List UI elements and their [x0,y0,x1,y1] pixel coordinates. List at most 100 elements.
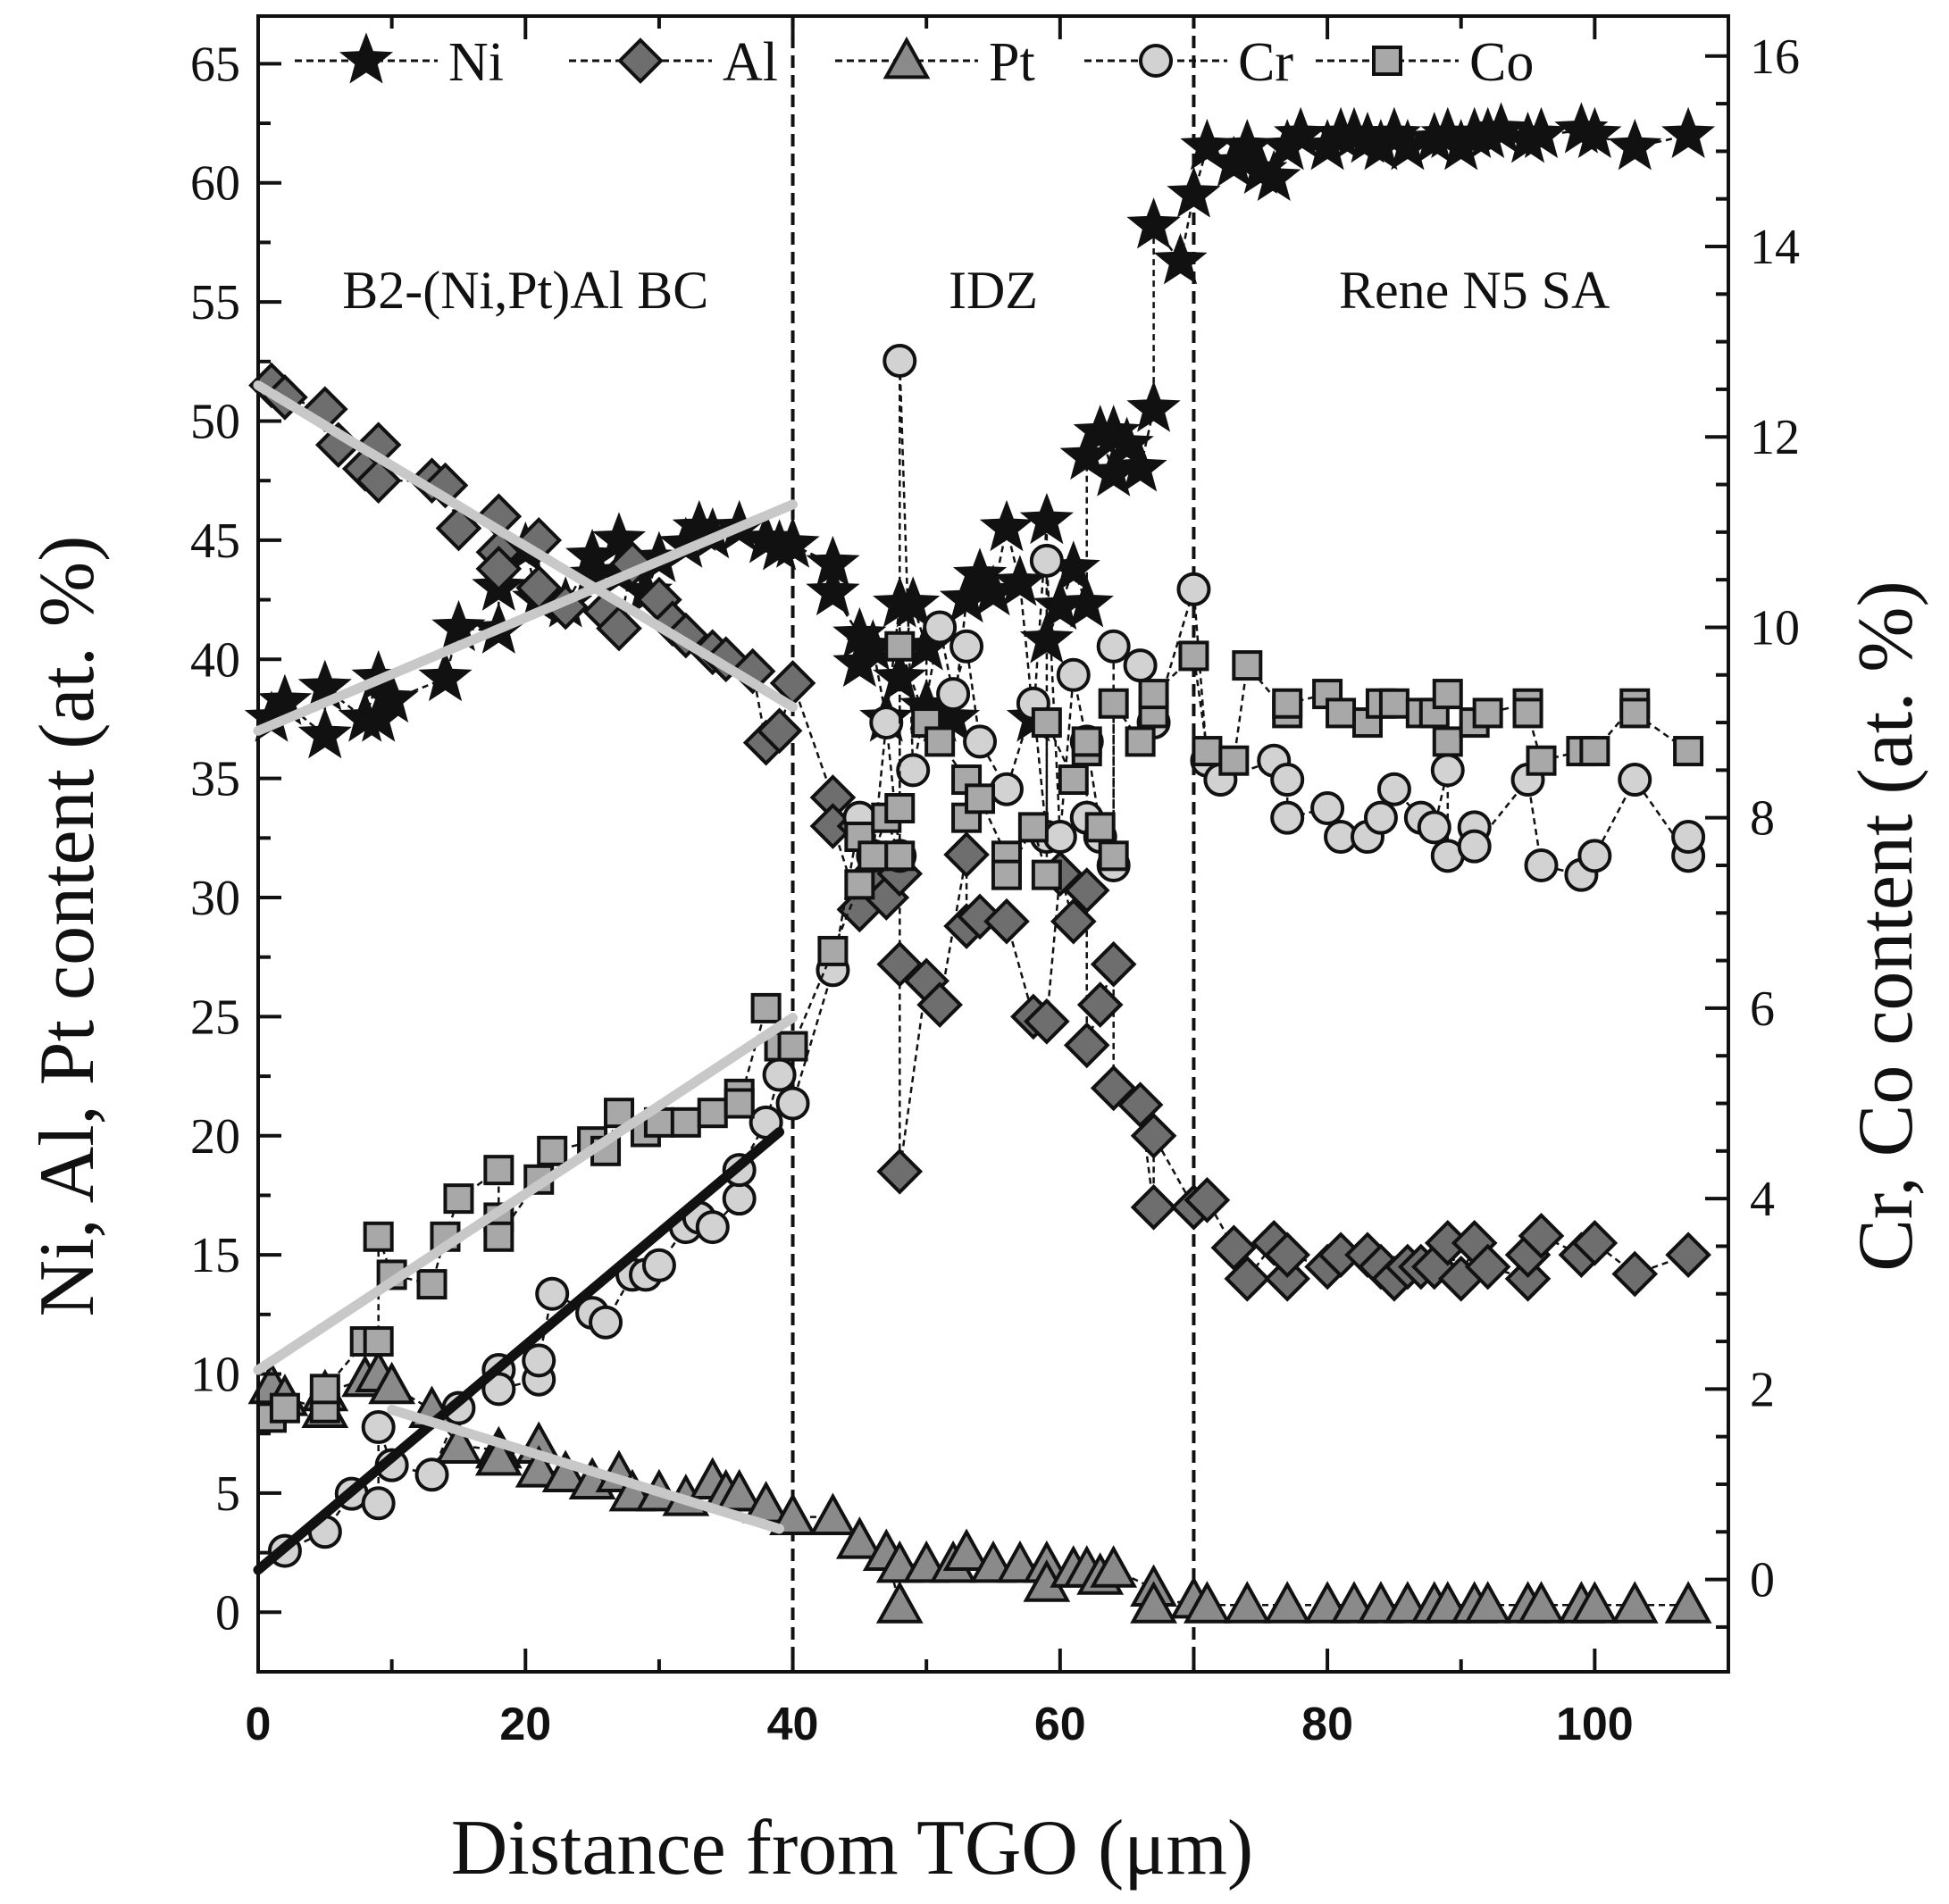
data-point-co [965,783,996,814]
data-point-co [604,1098,635,1129]
y-left-tick-label: 5 [215,1466,240,1522]
data-point-al [1076,981,1124,1028]
legend-marker [617,38,664,84]
data-point-co [363,1221,394,1252]
trend-line [253,380,799,713]
data-point-pt [835,1516,883,1559]
data-point-ni [1514,106,1568,158]
data-point-al [1571,1219,1619,1266]
data-point-co [777,1031,808,1062]
data-point-ni [1100,416,1154,468]
x-tick-label: 0 [246,1699,272,1750]
axes: 0 20 40 60 80 100 05101520253035404550556065 … [190,14,1800,1750]
data-point-co [1673,736,1704,767]
data-point-co [1218,745,1250,776]
data-point-cr [1363,800,1398,835]
region-label: IDZ [949,261,1038,320]
x-tick-label: 40 [767,1699,819,1750]
data-point-co [750,992,782,1023]
data-point-ni [1153,233,1208,285]
data-point-pt [1464,1581,1512,1624]
data-point-ni [1126,197,1181,249]
data-point-ni [1247,149,1301,201]
legend-label: Cr [1238,32,1293,93]
data-point-al [983,898,1030,945]
data-point-pt [1610,1581,1659,1624]
data-point-al [1117,1081,1164,1128]
data-point-cr [963,724,998,759]
y-left-tick-label: 30 [190,871,240,926]
x-tick-label: 80 [1301,1699,1353,1750]
data-point-co [269,1392,300,1424]
data-point-co [1579,736,1610,767]
data-point-co [416,1269,448,1300]
data-point-ni [806,564,860,616]
data-point-ni [1568,106,1622,158]
data-point-ni [1019,492,1074,545]
series-co [255,630,1704,1433]
data-point-co [1432,679,1463,710]
data-point-co [1098,688,1129,719]
y-right-tick-label: 0 [1750,1553,1775,1608]
data-point-co [817,935,849,966]
data-point-co [1138,679,1169,710]
data-point-al [1024,998,1070,1045]
data-point-cr [1042,820,1077,855]
data-point-al [1518,1212,1565,1259]
y-left-tick-label: 40 [190,632,240,688]
data-point-pt [1130,1581,1177,1624]
data-point-pt [809,1492,857,1536]
y-left-tick-label: 45 [190,514,240,569]
data-point-ni [1019,612,1074,664]
y-left-axis-title: Ni, Al, Pt content (at. %) [24,536,111,1317]
data-point-pt [942,1528,991,1572]
y-left-tick-label: 55 [190,275,240,330]
tick-marks [256,16,1730,1672]
y-right-tick-label: 6 [1750,981,1775,1037]
y-right-tick-label: 2 [1750,1362,1775,1417]
data-point-al [1210,1224,1258,1271]
data-point-al [1665,1232,1711,1278]
data-point-cr [1430,753,1465,788]
x-tick-label: 20 [499,1699,551,1750]
data-point-pt [769,1492,816,1536]
data-point-pt [1664,1581,1712,1624]
data-point-cr [1376,772,1411,806]
data-point-co [844,869,875,900]
data-point-co [537,1135,568,1166]
data-point-pt [514,1445,563,1488]
data-point-pt [1223,1581,1271,1624]
data-point-al [1264,1232,1311,1278]
data-point-ni [1661,106,1716,158]
data-point-cr [1671,820,1706,855]
data-point-co [1058,764,1089,796]
data-point-ni [1167,166,1221,218]
data-point-pt [435,1421,482,1464]
region-labels: B2-(Ni,Pt)Al BC IDZ Rene N5 SA [342,261,1610,320]
data-point-ni [257,673,313,725]
legend-entry-cr: Cr [1084,32,1293,93]
y-left-tick-label: 20 [190,1109,240,1165]
legend-marker [1139,44,1173,78]
legend-label: Co [1469,32,1534,93]
legend-label: Al [723,32,778,93]
plot-frame [256,14,1730,1674]
data-point-ni [591,512,647,564]
data-point-al [1184,1176,1231,1223]
y-left-tick-label: 0 [215,1585,240,1641]
data-point-co [363,1326,394,1357]
data-point-cr [896,753,931,788]
data-point-ni [765,516,820,568]
y-left-tick-label: 25 [190,990,240,1045]
data-point-co [483,1221,514,1252]
data-point-cr [535,1276,570,1311]
data-point-ni [1608,119,1662,171]
legend-marker [339,32,394,84]
data-point-ni [418,649,473,702]
data-point-al [943,831,990,878]
data-point-cr [1096,629,1131,664]
data-point-cr [361,1486,396,1521]
data-point-pt [1518,1581,1565,1624]
data-point-al [1464,1243,1511,1290]
trend-lines [253,380,799,1575]
